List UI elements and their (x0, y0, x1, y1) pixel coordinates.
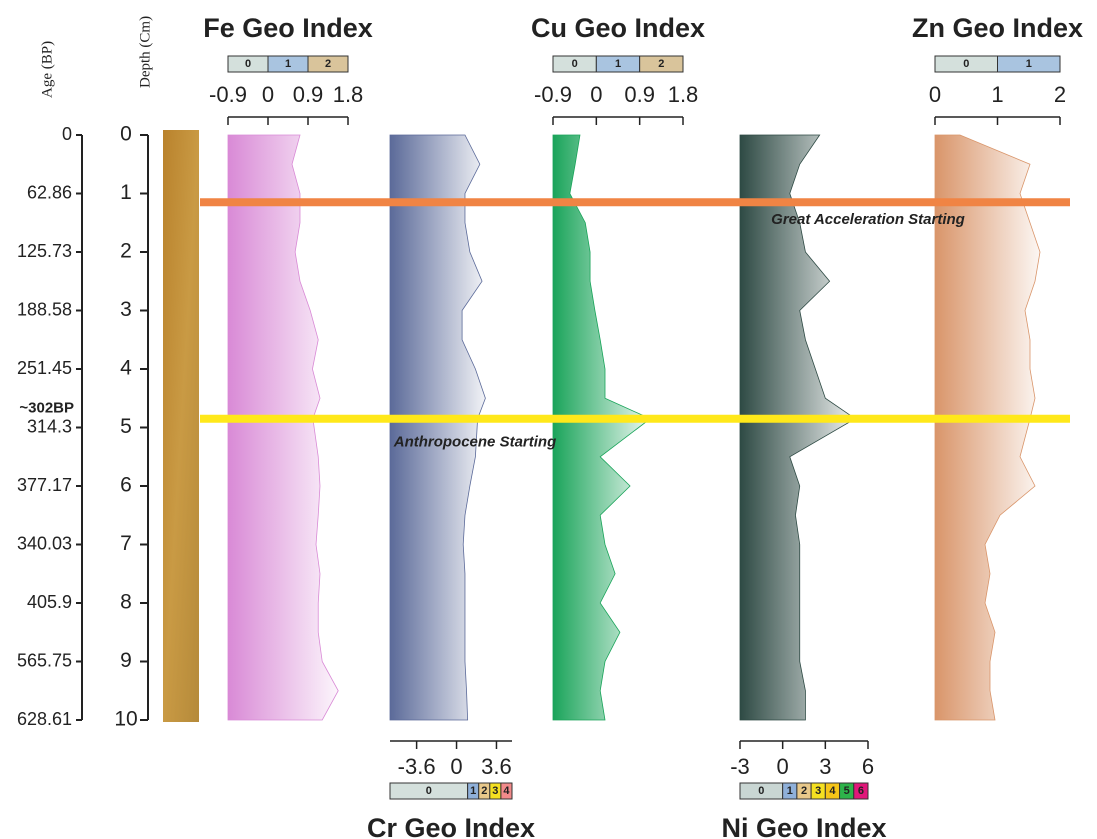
sediment-core (163, 130, 199, 722)
scale-tick-label: 0 (262, 82, 274, 107)
depth-tick-label: 7 (120, 532, 132, 555)
age-tick-label: 62.86 (27, 182, 72, 202)
age-tick-label: 565.75 (17, 650, 72, 670)
panel-title: Cu Geo Index (531, 13, 705, 43)
scale-tick-label: 3 (819, 754, 831, 779)
event-annotation: Great Acceleration Starting (771, 211, 965, 228)
scale-tick-label: 0 (777, 754, 789, 779)
class-box (997, 55, 1061, 73)
class-label: 0 (426, 785, 432, 797)
event-annotation: Anthropocene Starting (393, 434, 557, 451)
class-label: 0 (963, 58, 969, 70)
class-label: 4 (829, 785, 836, 797)
event-age-label: ~302BP (19, 400, 74, 417)
age-tick-label: 314.3 (27, 416, 72, 436)
profile-area (552, 134, 652, 721)
age-tick-label: 188.58 (17, 299, 72, 319)
scale-tick-label: -3.6 (398, 754, 436, 779)
class-label: 0 (245, 58, 251, 70)
class-label: 2 (658, 58, 664, 70)
age-tick-label: 0 (62, 124, 72, 144)
class-box (853, 782, 869, 800)
class-label: 1 (285, 58, 291, 70)
scale-tick-label: 1 (991, 82, 1003, 107)
class-label: 1 (615, 58, 621, 70)
class-label: 1 (787, 785, 793, 797)
class-box (500, 782, 513, 800)
depth-tick-label: 5 (120, 415, 132, 438)
scale-tick-label: 0.9 (293, 82, 324, 107)
age-tick-label: 340.03 (17, 533, 72, 553)
depth-tick-label: 2 (120, 240, 132, 263)
age-tick-label: 377.17 (17, 475, 72, 495)
depth-tick-label: 10 (114, 708, 137, 731)
scale-tick-label: -0.9 (209, 82, 247, 107)
class-box (307, 55, 349, 73)
scale-tick-label: 3.6 (481, 754, 512, 779)
depth-tick-label: 1 (120, 181, 132, 204)
scale-tick-label: 6 (862, 754, 874, 779)
class-label: 6 (858, 785, 864, 797)
scale-tick-label: 0 (450, 754, 462, 779)
class-label: 0 (572, 58, 578, 70)
age-axis-label: Age (BP) (39, 41, 55, 98)
depth-axis-label: Depth (Cm) (137, 16, 153, 88)
depth-tick-label: 4 (120, 357, 132, 380)
age-tick-label: 251.45 (17, 358, 72, 378)
scale-tick-label: -0.9 (534, 82, 572, 107)
class-box (639, 55, 684, 73)
scale-tick-label: 0 (590, 82, 602, 107)
age-tick-label: 628.61 (17, 709, 72, 729)
class-label: 0 (758, 785, 764, 797)
profile-area (739, 134, 856, 721)
depth-tick-label: 6 (120, 474, 132, 497)
scale-tick-label: -3 (730, 754, 750, 779)
class-label: 2 (325, 58, 331, 70)
class-label: 5 (844, 785, 850, 797)
depth-tick-label: 9 (120, 649, 132, 672)
class-label: 4 (503, 785, 510, 797)
depth-tick-label: 8 (120, 591, 132, 614)
class-label: 1 (470, 785, 476, 797)
panel-title: Ni Geo Index (721, 813, 886, 839)
age-tick-label: 125.73 (17, 241, 72, 261)
scale-tick-label: 2 (1054, 82, 1066, 107)
class-label: 3 (492, 785, 498, 797)
class-label: 2 (481, 785, 487, 797)
panel-title: Cr Geo Index (367, 813, 535, 839)
scale-tick-label: 0.9 (624, 82, 655, 107)
class-label: 3 (815, 785, 821, 797)
profile-area (227, 134, 339, 721)
profile-area (934, 134, 1041, 721)
age-tick-label: 405.9 (27, 592, 72, 612)
depth-tick-label: 3 (120, 298, 132, 321)
panel-title: Fe Geo Index (203, 13, 373, 43)
class-label: 1 (1026, 58, 1032, 70)
profile-area (389, 134, 486, 721)
depth-tick-label: 0 (120, 123, 132, 146)
scale-tick-label: 1.8 (333, 82, 364, 107)
scale-tick-label: 0 (929, 82, 941, 107)
class-label: 2 (801, 785, 807, 797)
panel-title: Zn Geo Index (912, 13, 1083, 43)
scale-tick-label: 1.8 (668, 82, 699, 107)
